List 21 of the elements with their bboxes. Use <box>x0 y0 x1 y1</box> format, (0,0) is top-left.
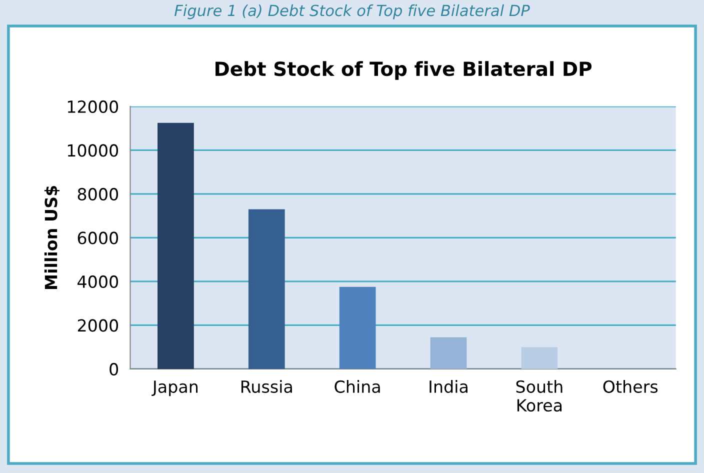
caption: Figure 1 (a) Debt Stock of Top five Bilateral DP <box>174 4 530 20</box>
x-tick-label: China <box>334 380 380 393</box>
y-tick-label: 12000 <box>68 100 118 113</box>
y-tick-label: 8000 <box>78 188 118 200</box>
bar <box>158 122 194 369</box>
y-tick-label: 4000 <box>78 275 118 288</box>
bar <box>248 209 285 369</box>
y-axis-title: Million US$ <box>44 186 60 289</box>
x-tick-label: Others <box>603 380 658 393</box>
y-tick-label: 0 <box>110 362 118 376</box>
x-tick-label: South Korea <box>516 380 562 412</box>
bar <box>339 286 376 369</box>
x-tick-label: India <box>430 380 468 393</box>
bar <box>430 337 467 369</box>
bar <box>521 347 558 369</box>
y-tick-label: 2000 <box>78 319 118 332</box>
x-tick-label: Japan <box>152 380 198 396</box>
y-tick-label: 10000 <box>68 144 118 157</box>
chart-title: Debt Stock of Top five Bilateral DP <box>216 61 592 80</box>
x-tick-label: Russia <box>241 380 292 393</box>
y-tick-label: 6000 <box>78 232 118 244</box>
